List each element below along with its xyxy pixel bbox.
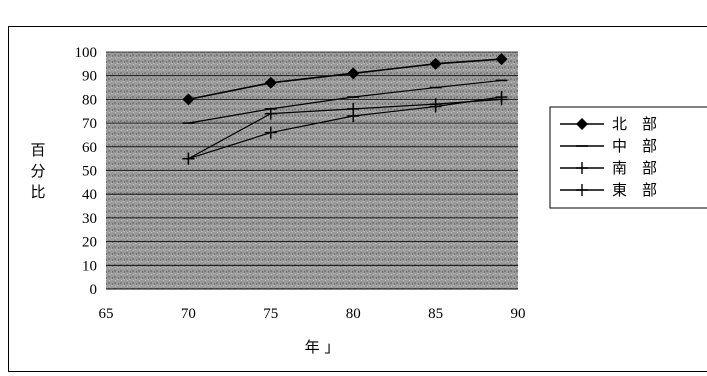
legend-label: 中 部 xyxy=(612,137,657,155)
y-axis-title: 百 分 比 xyxy=(30,141,45,201)
x-tick-label: 90 xyxy=(511,306,526,322)
data-point xyxy=(182,152,195,165)
y-tick-label: 0 xyxy=(90,282,98,298)
y-tick-labels: 0 10 20 30 40 50 60 70 80 90 100 xyxy=(75,45,98,298)
data-point xyxy=(347,67,360,80)
legend-item: 北 部 xyxy=(560,115,657,133)
y-tick-label: 90 xyxy=(82,69,97,85)
x-axis-title: 年 」 xyxy=(305,338,340,356)
y-tick-label: 30 xyxy=(82,211,97,227)
y-axis-title-char-3: 比 xyxy=(30,183,45,201)
data-point xyxy=(495,91,508,104)
series-2 xyxy=(182,79,508,124)
y-tick-label: 20 xyxy=(82,235,97,251)
y-axis-title-char-1: 百 xyxy=(30,141,45,159)
legend-item: 南 部 xyxy=(560,159,657,177)
legend-label: 北 部 xyxy=(612,115,657,133)
legend: 北 部中 部南 部東 部 xyxy=(549,106,707,209)
data-point xyxy=(347,109,360,122)
x-tick-label: 75 xyxy=(263,306,278,322)
data-point xyxy=(264,107,277,120)
y-tick-label: 100 xyxy=(75,45,98,61)
y-tick-label: 50 xyxy=(82,164,97,180)
y-axis-title-char-2: 分 xyxy=(30,162,45,180)
y-tick-label: 60 xyxy=(82,140,97,156)
x-tick-label: 85 xyxy=(428,306,443,322)
x-tick-labels: 65 70 75 80 85 90 xyxy=(99,306,526,322)
data-point xyxy=(429,100,442,113)
legend-label: 南 部 xyxy=(612,159,657,177)
legend-marker xyxy=(576,162,588,174)
series-1 xyxy=(182,53,508,106)
legend-marker xyxy=(576,184,588,196)
series-4 xyxy=(182,91,508,165)
gridlines xyxy=(106,51,518,290)
data-point xyxy=(182,93,195,106)
x-tick-label: 70 xyxy=(181,306,196,322)
y-tick-label: 70 xyxy=(82,116,97,132)
data-point xyxy=(495,53,508,66)
series-lines xyxy=(182,53,508,165)
x-tick-label: 80 xyxy=(346,306,361,322)
legend-label: 東 部 xyxy=(612,181,657,199)
legend-item: 中 部 xyxy=(560,137,657,155)
data-point xyxy=(264,76,277,89)
legend-marker xyxy=(576,118,588,130)
legend-item: 東 部 xyxy=(560,181,657,199)
x-tick-label: 65 xyxy=(99,306,114,322)
y-tick-label: 40 xyxy=(82,187,97,203)
data-point xyxy=(429,57,442,70)
data-point xyxy=(264,126,277,139)
y-tick-label: 10 xyxy=(82,258,97,274)
y-tick-label: 80 xyxy=(82,92,97,108)
